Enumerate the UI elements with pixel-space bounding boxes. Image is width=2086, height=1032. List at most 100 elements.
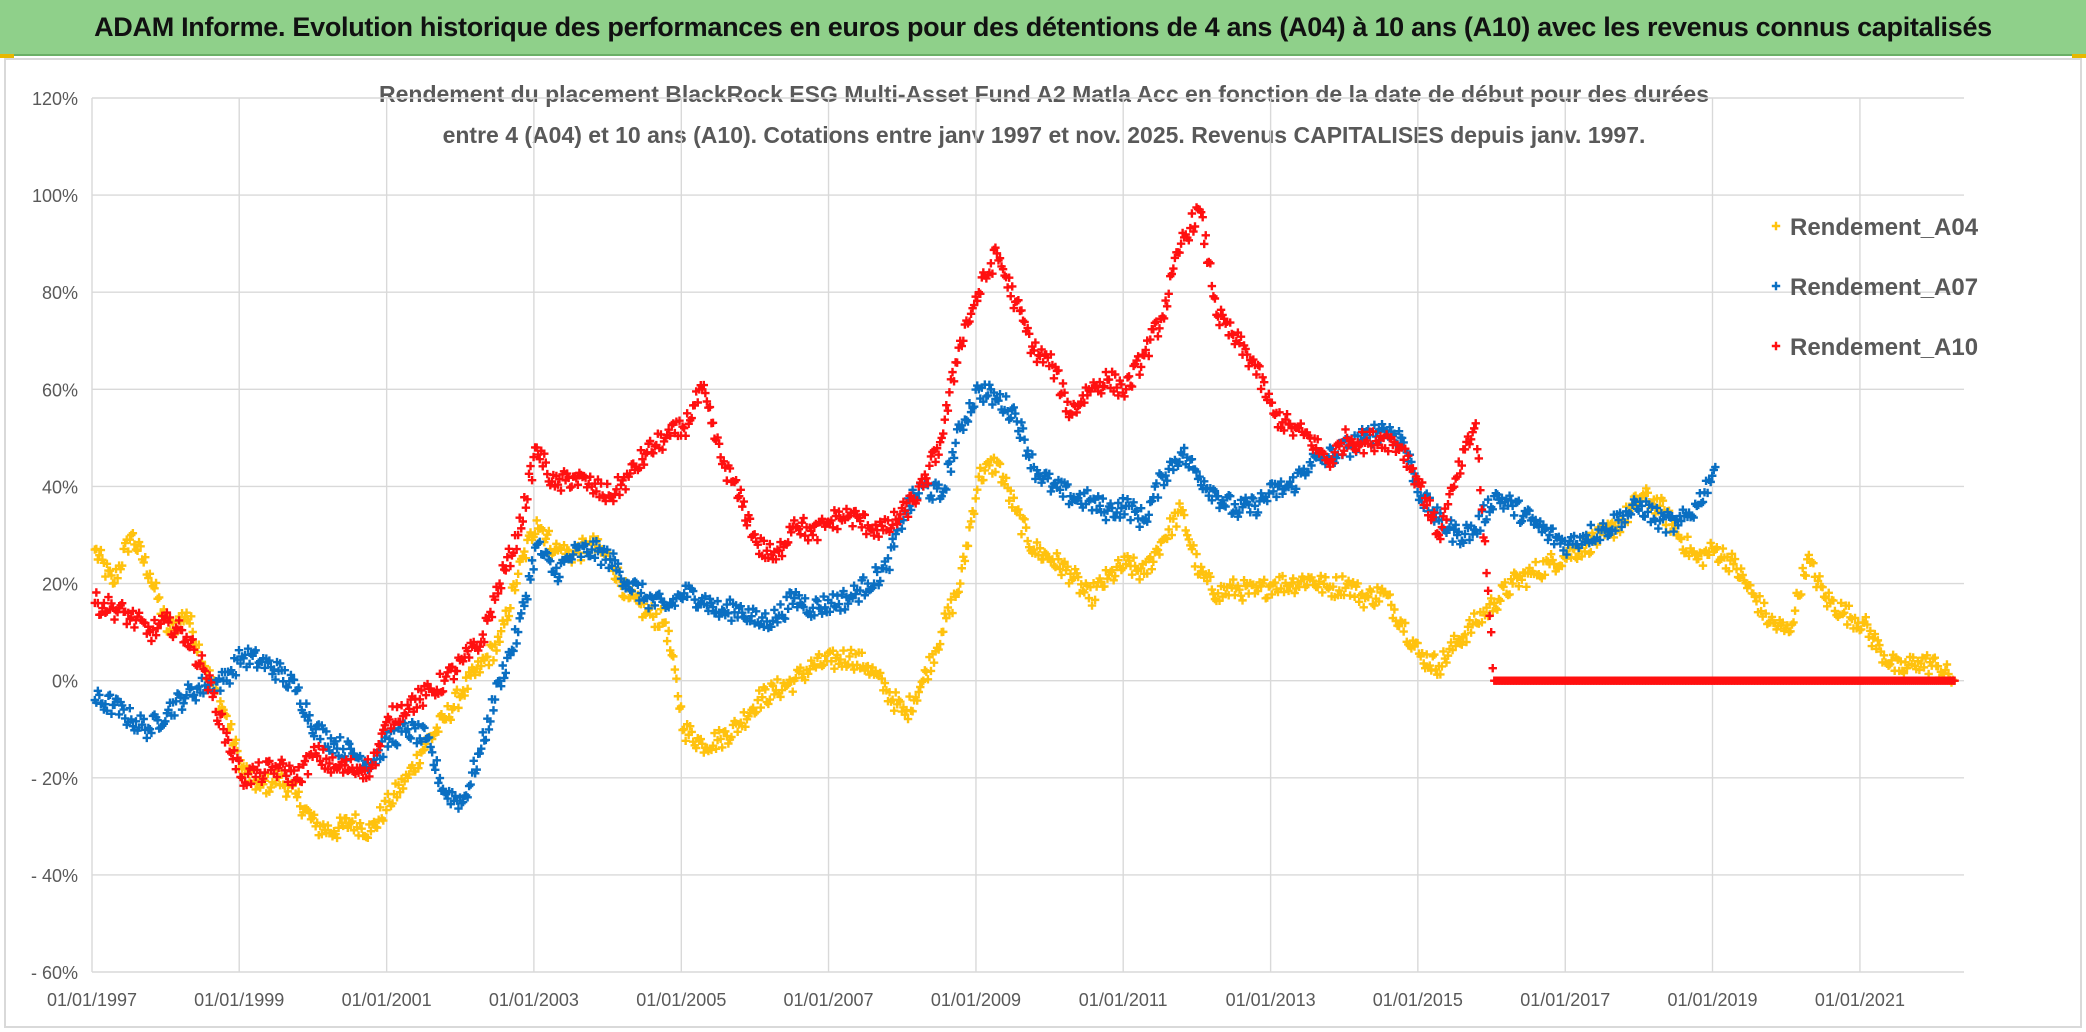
data-point — [553, 576, 563, 586]
data-point — [840, 605, 850, 614]
data-point — [1582, 530, 1591, 540]
data-point — [283, 683, 293, 692]
data-point — [747, 611, 756, 621]
data-point — [182, 691, 191, 700]
data-point — [294, 763, 303, 772]
data-point — [736, 485, 745, 494]
data-point — [1009, 493, 1018, 503]
data-point — [954, 587, 963, 597]
data-point — [500, 673, 509, 683]
data-point — [171, 697, 181, 706]
data-point — [1267, 590, 1277, 599]
data-point — [338, 821, 348, 831]
data-point — [1356, 439, 1365, 449]
data-point — [1368, 427, 1378, 436]
data-point — [1548, 524, 1557, 533]
data-point — [638, 579, 647, 589]
data-point — [1658, 515, 1668, 524]
data-point — [842, 504, 851, 514]
data-point — [1176, 239, 1186, 248]
data-point — [828, 590, 838, 599]
data-point — [338, 744, 348, 754]
data-point — [388, 799, 397, 808]
data-point — [991, 467, 1000, 477]
data-point — [532, 516, 541, 525]
data-point — [900, 710, 910, 719]
x-tick-label: 01/01/2021 — [1815, 990, 1905, 1010]
data-point — [141, 552, 150, 562]
data-point — [1711, 462, 1720, 472]
data-point — [191, 696, 200, 705]
data-point — [974, 288, 983, 297]
data-point — [1074, 572, 1083, 582]
data-point — [719, 606, 728, 616]
data-point — [540, 449, 549, 458]
data-point — [959, 336, 968, 346]
data-point — [165, 613, 175, 622]
data-point — [758, 692, 767, 702]
data-point — [1545, 530, 1554, 540]
data-point — [1198, 213, 1207, 222]
data-point — [1107, 503, 1117, 513]
data-point — [1127, 382, 1137, 391]
data-point — [1374, 436, 1384, 445]
data-point — [1109, 576, 1118, 585]
data-point — [1824, 588, 1833, 597]
data-point — [1397, 433, 1407, 443]
data-point — [730, 608, 739, 617]
y-tick-label: 120% — [32, 89, 78, 109]
data-point — [928, 495, 937, 504]
data-point — [1508, 579, 1517, 588]
data-point — [1357, 589, 1367, 598]
data-point — [365, 772, 374, 781]
data-point — [916, 682, 925, 692]
data-point — [1221, 502, 1230, 511]
data-point — [1032, 538, 1042, 547]
data-point — [532, 443, 541, 452]
data-point — [495, 676, 504, 685]
data-point — [421, 691, 431, 700]
data-point — [603, 545, 612, 554]
data-point — [733, 727, 742, 736]
data-point — [302, 699, 311, 708]
data-point — [1311, 443, 1321, 453]
data-point — [1106, 499, 1115, 508]
data-point — [736, 601, 745, 611]
data-point — [965, 317, 974, 326]
data-point — [1001, 392, 1011, 401]
data-point — [153, 624, 162, 633]
data-point — [1505, 491, 1514, 500]
data-point — [555, 572, 564, 582]
data-point — [1669, 527, 1678, 536]
data-point — [1043, 474, 1052, 483]
data-point — [165, 625, 175, 634]
data-point — [527, 556, 537, 565]
data-point — [102, 559, 112, 569]
data-point — [1443, 500, 1453, 509]
data-point — [1483, 495, 1493, 504]
legend-label: Rendement_A10 — [1790, 334, 1978, 361]
data-point — [776, 537, 785, 547]
data-point — [1387, 433, 1396, 442]
data-point — [714, 439, 724, 449]
data-point — [451, 791, 460, 801]
data-point — [1370, 601, 1379, 610]
data-point — [490, 640, 500, 649]
data-point — [206, 678, 216, 687]
data-point — [1497, 493, 1507, 502]
data-point — [959, 552, 968, 561]
data-point — [234, 645, 244, 655]
data-point — [790, 593, 799, 603]
data-point — [676, 702, 686, 711]
data-point — [906, 491, 916, 500]
data-point — [1052, 549, 1062, 558]
data-point — [312, 751, 322, 761]
data-point — [483, 616, 492, 625]
data-point — [1460, 445, 1470, 454]
data-point — [1020, 515, 1029, 524]
data-point — [487, 612, 497, 622]
data-point — [102, 706, 112, 715]
data-point — [117, 561, 127, 570]
data-point — [139, 714, 148, 724]
data-point — [1767, 612, 1777, 622]
